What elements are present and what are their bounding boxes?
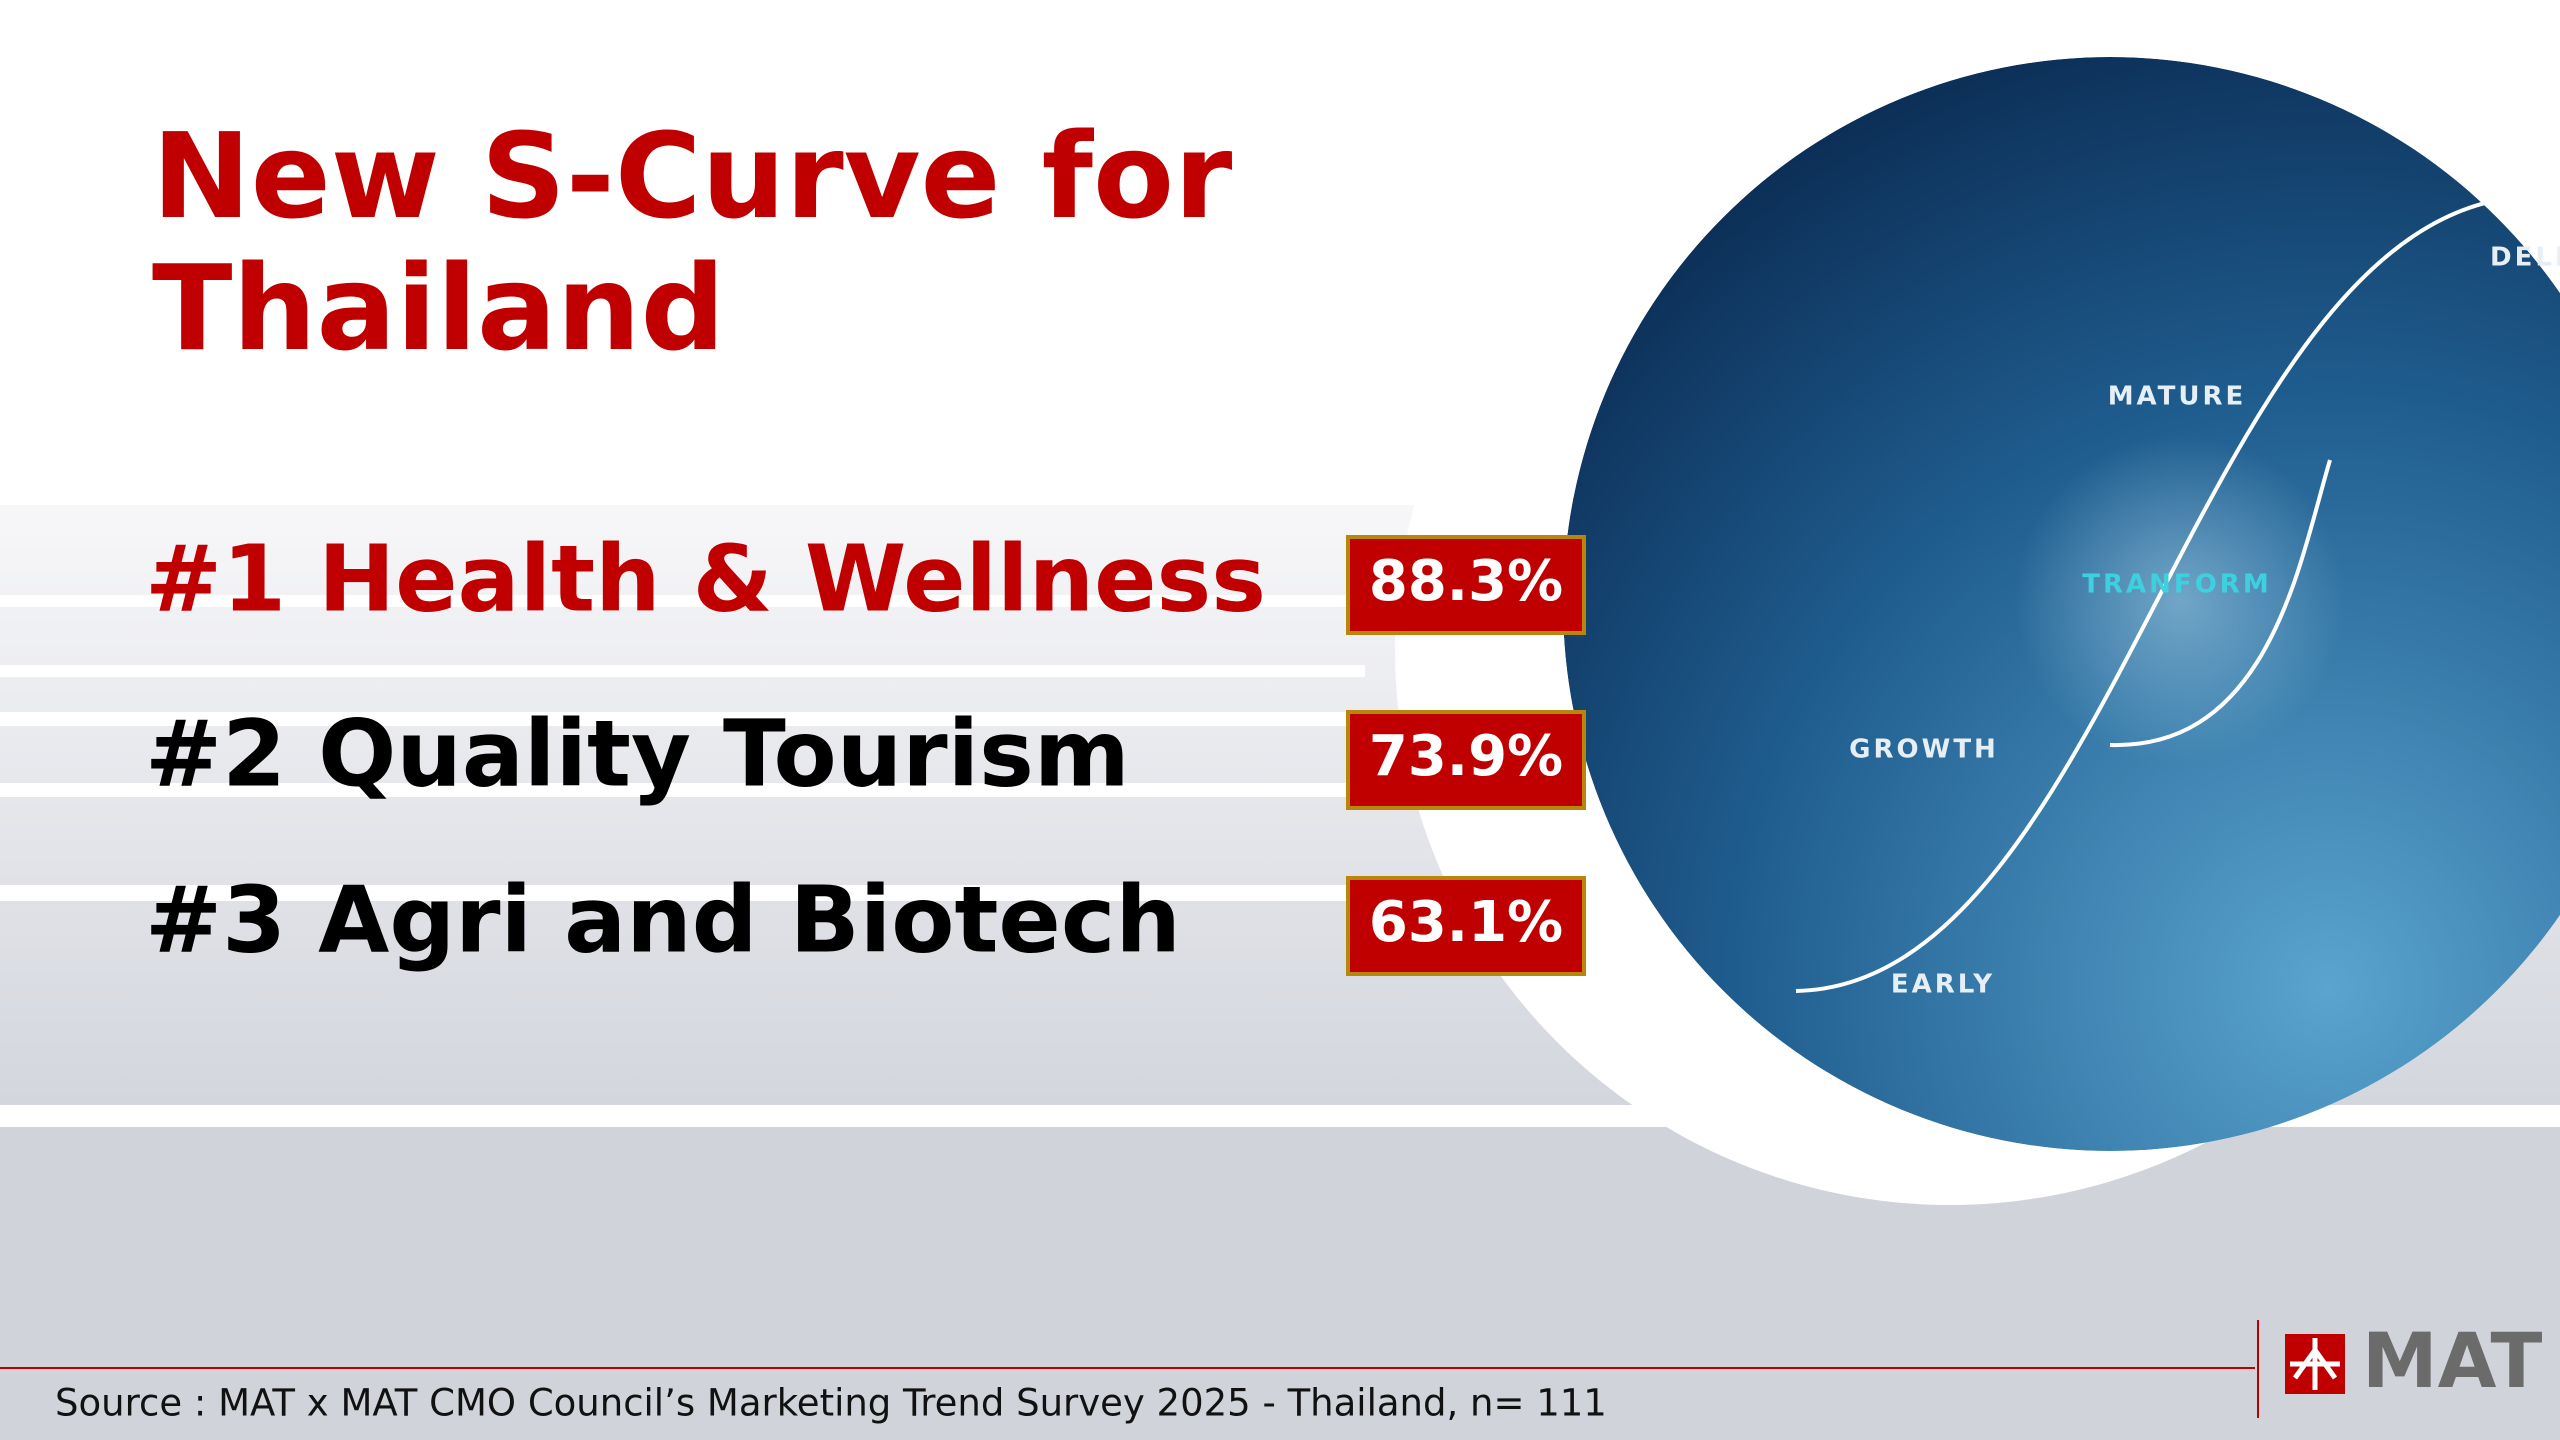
value-badge [1346, 710, 1586, 810]
value-badge [1346, 535, 1586, 635]
title: New S-Curve for Thailand [152, 107, 1232, 377]
logo-text: MAT [2362, 1316, 2543, 1405]
curve-label: GROWTH [1849, 735, 1999, 765]
curve-label: MATURE [2108, 382, 2247, 412]
item-value: 73.9% [1369, 724, 1563, 789]
title-line: Thailand [152, 239, 725, 377]
curve-label: EARLY [1891, 970, 1995, 1000]
logo: MAT [2285, 1316, 2543, 1405]
item-label: #3 Agri and Biotech [145, 866, 1181, 973]
title-line: New S-Curve for [152, 107, 1232, 245]
curve-label: DELIN [2490, 243, 2560, 273]
curve-label: TRANFORM [2082, 570, 2271, 600]
item-value: 63.1% [1369, 890, 1563, 955]
footer-bg [0, 1127, 2560, 1440]
ranking-list: #1 Health & Wellness 88.3% #2 Quality Tour… [145, 525, 1586, 976]
source-note: Source : MAT x MAT CMO Council’s Marketi… [55, 1382, 1607, 1425]
item-label: #1 Health & Wellness [145, 525, 1266, 632]
item-value: 88.3% [1369, 549, 1563, 614]
s-curve-illustration [1563, 57, 2560, 1151]
item-label: #2 Quality Tourism [145, 700, 1130, 807]
value-badge [1346, 876, 1586, 976]
